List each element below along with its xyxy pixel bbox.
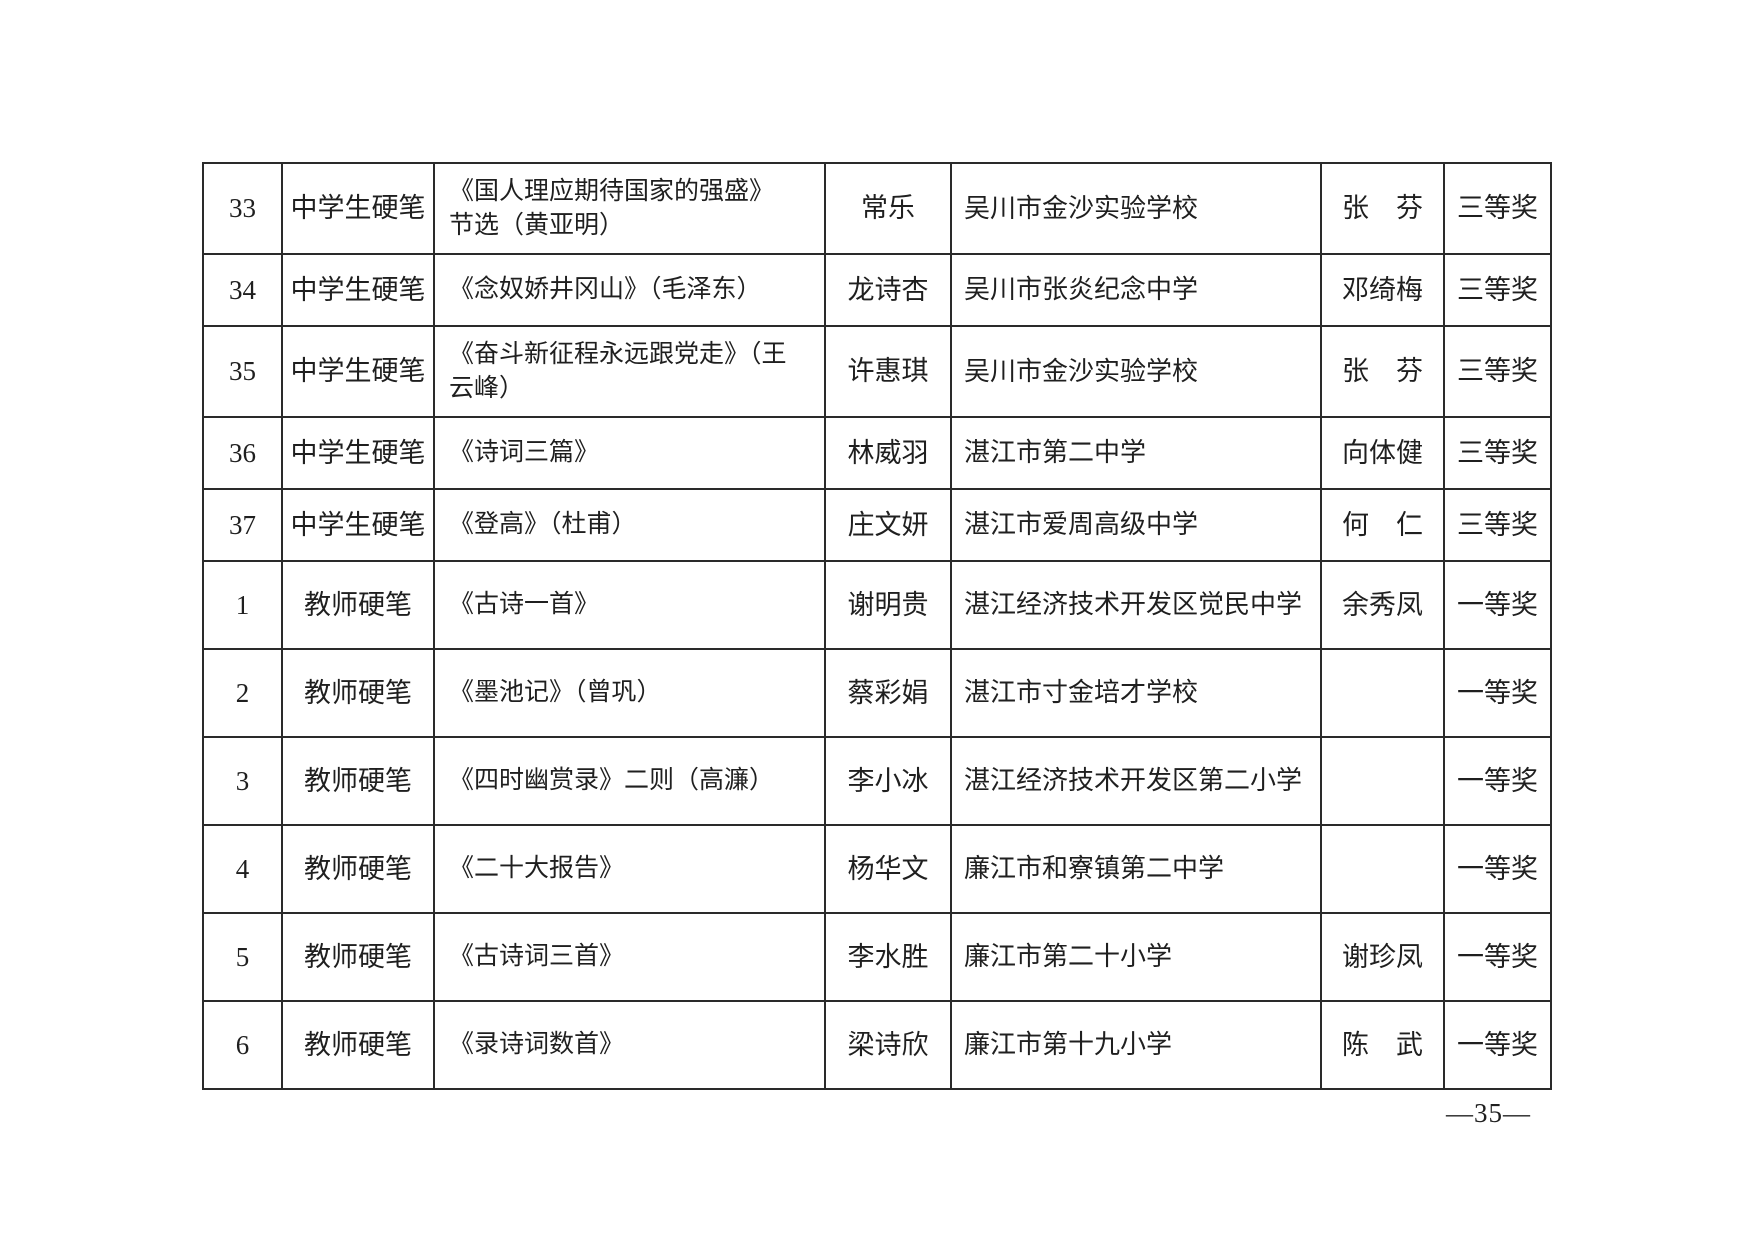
cell-number: 34 xyxy=(202,253,283,327)
cell-author: 谢明贵 xyxy=(824,560,952,650)
table-row: 33 中学生硬笔 《国人理应期待国家的强盛》 节选（黄亚明） 常乐 吴川市金沙实… xyxy=(202,162,1552,255)
cell-award: 一等奖 xyxy=(1443,1000,1552,1090)
cell-award: 三等奖 xyxy=(1443,488,1552,562)
cell-teacher: 余秀凤 xyxy=(1320,560,1445,650)
cell-category: 教师硬笔 xyxy=(281,912,435,1002)
cell-award: 三等奖 xyxy=(1443,253,1552,327)
table-row: 34 中学生硬笔 《念奴娇井冈山》（毛泽东） 龙诗杏 吴川市张炎纪念中学 邓绮梅… xyxy=(202,253,1552,327)
cell-award: 一等奖 xyxy=(1443,736,1552,826)
cell-title: 《登高》（杜甫） xyxy=(433,488,826,562)
cell-category: 中学生硬笔 xyxy=(281,162,435,255)
table-row: 4 教师硬笔 《二十大报告》 杨华文 廉江市和寮镇第二中学 一等奖 xyxy=(202,824,1552,914)
cell-author: 梁诗欣 xyxy=(824,1000,952,1090)
cell-category: 中学生硬笔 xyxy=(281,488,435,562)
cell-number: 1 xyxy=(202,560,283,650)
cell-award: 一等奖 xyxy=(1443,560,1552,650)
cell-school: 湛江市第二中学 xyxy=(950,416,1322,490)
cell-teacher xyxy=(1320,736,1445,826)
cell-number: 4 xyxy=(202,824,283,914)
cell-author: 常乐 xyxy=(824,162,952,255)
cell-teacher xyxy=(1320,648,1445,738)
cell-title: 《古诗一首》 xyxy=(433,560,826,650)
cell-number: 2 xyxy=(202,648,283,738)
cell-category: 教师硬笔 xyxy=(281,648,435,738)
cell-category: 教师硬笔 xyxy=(281,560,435,650)
cell-number: 6 xyxy=(202,1000,283,1090)
cell-title: 《四时幽赏录》二则（高濂） xyxy=(433,736,826,826)
cell-number: 35 xyxy=(202,325,283,418)
cell-author: 龙诗杏 xyxy=(824,253,952,327)
cell-award: 一等奖 xyxy=(1443,648,1552,738)
cell-school: 湛江经济技术开发区第二小学 xyxy=(950,736,1322,826)
cell-school: 湛江经济技术开发区觉民中学 xyxy=(950,560,1322,650)
cell-teacher: 张 芬 xyxy=(1320,325,1445,418)
cell-award: 三等奖 xyxy=(1443,416,1552,490)
cell-title: 《诗词三篇》 xyxy=(433,416,826,490)
cell-number: 37 xyxy=(202,488,283,562)
cell-teacher: 张 芬 xyxy=(1320,162,1445,255)
cell-author: 林威羽 xyxy=(824,416,952,490)
table-row: 3 教师硬笔 《四时幽赏录》二则（高濂） 李小冰 湛江经济技术开发区第二小学 一… xyxy=(202,736,1552,826)
cell-award: 一等奖 xyxy=(1443,912,1552,1002)
cell-number: 33 xyxy=(202,162,283,255)
cell-title: 《国人理应期待国家的强盛》 节选（黄亚明） xyxy=(433,162,826,255)
cell-title: 《墨池记》（曾巩） xyxy=(433,648,826,738)
awards-table: 33 中学生硬笔 《国人理应期待国家的强盛》 节选（黄亚明） 常乐 吴川市金沙实… xyxy=(202,162,1552,1090)
table-row: 1 教师硬笔 《古诗一首》 谢明贵 湛江经济技术开发区觉民中学 余秀凤 一等奖 xyxy=(202,560,1552,650)
table-row: 6 教师硬笔 《录诗词数首》 梁诗欣 廉江市第十九小学 陈 武 一等奖 xyxy=(202,1000,1552,1090)
cell-author: 许惠琪 xyxy=(824,325,952,418)
cell-category: 中学生硬笔 xyxy=(281,253,435,327)
cell-category: 中学生硬笔 xyxy=(281,325,435,418)
cell-number: 5 xyxy=(202,912,283,1002)
cell-award: 一等奖 xyxy=(1443,824,1552,914)
cell-teacher xyxy=(1320,824,1445,914)
cell-author: 庄文妍 xyxy=(824,488,952,562)
cell-author: 李小冰 xyxy=(824,736,952,826)
cell-number: 3 xyxy=(202,736,283,826)
cell-school: 吴川市金沙实验学校 xyxy=(950,162,1322,255)
table-row: 35 中学生硬笔 《奋斗新征程永远跟党走》（王 云峰） 许惠琪 吴川市金沙实验学… xyxy=(202,325,1552,418)
cell-title: 《录诗词数首》 xyxy=(433,1000,826,1090)
cell-award: 三等奖 xyxy=(1443,162,1552,255)
table-row: 5 教师硬笔 《古诗词三首》 李水胜 廉江市第二十小学 谢珍凤 一等奖 xyxy=(202,912,1552,1002)
cell-award: 三等奖 xyxy=(1443,325,1552,418)
cell-teacher: 谢珍凤 xyxy=(1320,912,1445,1002)
cell-category: 教师硬笔 xyxy=(281,736,435,826)
cell-school: 湛江市寸金培才学校 xyxy=(950,648,1322,738)
cell-title: 《古诗词三首》 xyxy=(433,912,826,1002)
cell-school: 廉江市第十九小学 xyxy=(950,1000,1322,1090)
cell-school: 廉江市第二十小学 xyxy=(950,912,1322,1002)
table-row: 36 中学生硬笔 《诗词三篇》 林威羽 湛江市第二中学 向体健 三等奖 xyxy=(202,416,1552,490)
cell-author: 李水胜 xyxy=(824,912,952,1002)
cell-title: 《念奴娇井冈山》（毛泽东） xyxy=(433,253,826,327)
cell-school: 吴川市张炎纪念中学 xyxy=(950,253,1322,327)
page-number: —35— xyxy=(1446,1098,1531,1128)
table-row: 2 教师硬笔 《墨池记》（曾巩） 蔡彩娟 湛江市寸金培才学校 一等奖 xyxy=(202,648,1552,738)
cell-category: 中学生硬笔 xyxy=(281,416,435,490)
cell-category: 教师硬笔 xyxy=(281,824,435,914)
table-row: 37 中学生硬笔 《登高》（杜甫） 庄文妍 湛江市爱周高级中学 何 仁 三等奖 xyxy=(202,488,1552,562)
cell-teacher: 邓绮梅 xyxy=(1320,253,1445,327)
cell-title: 《奋斗新征程永远跟党走》（王 云峰） xyxy=(433,325,826,418)
cell-teacher: 向体健 xyxy=(1320,416,1445,490)
awards-table-body: 33 中学生硬笔 《国人理应期待国家的强盛》 节选（黄亚明） 常乐 吴川市金沙实… xyxy=(202,162,1552,1090)
cell-teacher: 何 仁 xyxy=(1320,488,1445,562)
cell-school: 吴川市金沙实验学校 xyxy=(950,325,1322,418)
cell-title: 《二十大报告》 xyxy=(433,824,826,914)
cell-author: 杨华文 xyxy=(824,824,952,914)
cell-category: 教师硬笔 xyxy=(281,1000,435,1090)
cell-teacher: 陈 武 xyxy=(1320,1000,1445,1090)
cell-school: 湛江市爱周高级中学 xyxy=(950,488,1322,562)
cell-author: 蔡彩娟 xyxy=(824,648,952,738)
cell-number: 36 xyxy=(202,416,283,490)
cell-school: 廉江市和寮镇第二中学 xyxy=(950,824,1322,914)
